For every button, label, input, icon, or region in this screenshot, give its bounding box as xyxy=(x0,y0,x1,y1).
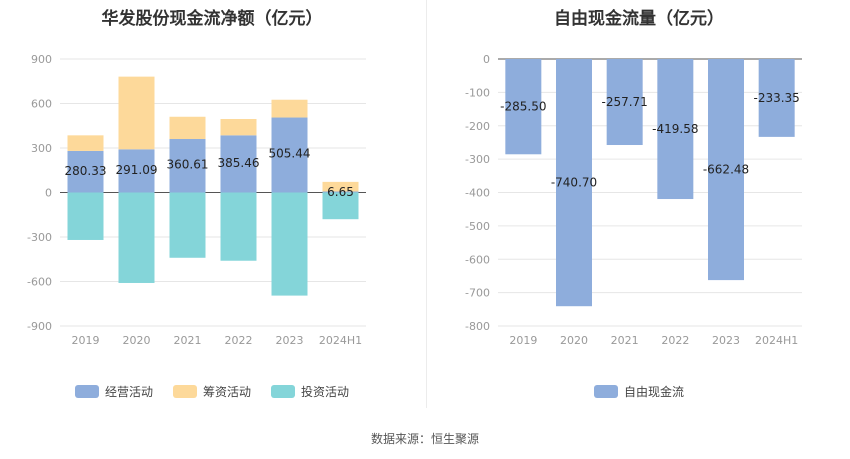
y-tick-label: -800 xyxy=(465,320,490,333)
bar-筹资活动 xyxy=(220,119,257,136)
bar-经营活动 xyxy=(271,117,308,193)
x-tick-label: 2019 xyxy=(72,334,100,347)
bar-经营活动 xyxy=(67,150,104,193)
bar-投资活动 xyxy=(220,192,257,261)
bar-投资活动 xyxy=(271,192,308,296)
x-tick-label: 2024H1 xyxy=(755,334,798,347)
data-label: 280.33 xyxy=(65,164,107,178)
data-label: -233.35 xyxy=(754,91,800,105)
bar-筹资活动 xyxy=(169,116,206,140)
cashflow-chart-panel: 华发股份现金流净额（亿元） 900 600 300 0 -300 -600 -900 2019… xyxy=(0,0,424,410)
free-cashflow-chart-title: 自由现金流量（亿元） xyxy=(554,9,724,29)
x-tick-label: 2019 xyxy=(509,334,537,347)
bar-筹资活动 xyxy=(67,135,104,151)
y-tick-label: -300 xyxy=(465,153,490,166)
bar-经营活动 xyxy=(169,139,206,193)
bar-自由现金流 xyxy=(606,59,643,146)
legend-swatch xyxy=(74,385,99,398)
x-tick-label: 2020 xyxy=(560,334,588,347)
legend-swatch xyxy=(271,385,295,398)
legend-label: 筹资活动 xyxy=(202,385,251,399)
cashflow-chart-legend: 经营活动 筹资活动 投资活动 xyxy=(0,383,424,400)
y-tick-label: 600 xyxy=(31,98,52,111)
y-tick-label: 0 xyxy=(45,187,52,200)
legend-label: 经营活动 xyxy=(104,385,153,399)
bar-经营活动 xyxy=(322,191,359,193)
legend-item[interactable]: 投资活动 xyxy=(271,383,349,400)
free-cashflow-chart-plot: 0 -100 -200 -300 -400 -500 -600 -700 -800 2019 -28… xyxy=(465,53,802,347)
x-tick-label: 2024H1 xyxy=(319,334,362,347)
cashflow-chart-title: 华发股份现金流净额（亿元） xyxy=(101,9,323,29)
legend-item[interactable]: 自由现金流 xyxy=(593,383,684,400)
y-tick-label: -900 xyxy=(27,320,52,333)
bar-投资活动 xyxy=(169,192,206,258)
legend-item[interactable]: 经营活动 xyxy=(74,383,153,400)
bar-自由现金流 xyxy=(708,59,744,281)
y-tick-label: 900 xyxy=(31,53,52,66)
bar-投资活动 xyxy=(67,192,104,240)
data-label: 385.46 xyxy=(218,156,260,170)
x-tick-label: 2022 xyxy=(661,334,689,347)
bar-筹资活动 xyxy=(271,99,308,118)
y-tick-label: 300 xyxy=(31,142,52,155)
y-tick-label: -700 xyxy=(465,287,490,300)
x-tick-label: 2020 xyxy=(123,334,151,347)
bar-筹资活动 xyxy=(118,76,155,150)
bar-自由现金流 xyxy=(556,59,592,307)
x-tick-label: 2021 xyxy=(611,334,639,347)
legend-item[interactable]: 筹资活动 xyxy=(172,383,251,400)
y-tick-label: -300 xyxy=(27,231,52,244)
data-label: -419.58 xyxy=(652,122,698,136)
data-label: 360.61 xyxy=(167,158,209,172)
legend-swatch xyxy=(593,385,618,398)
bar-自由现金流 xyxy=(758,59,795,137)
data-label: -740.70 xyxy=(551,176,597,190)
cashflow-chart-plot: 900 600 300 0 -300 -600 -900 2019 280.33 2020 291.… xyxy=(27,53,366,347)
data-source-note: 数据来源：恒生聚源 xyxy=(370,432,479,446)
bar-经营活动 xyxy=(220,135,257,193)
data-label: 291.09 xyxy=(116,163,158,177)
data-label: 505.44 xyxy=(269,147,311,161)
free-cashflow-chart-legend: 自由现金流 xyxy=(428,383,850,400)
x-tick-label: 2023 xyxy=(276,334,304,347)
free-cashflow-chart-panel: 自由现金流量（亿元） 0 -100 -200 -300 -400 -500 -600 -700… xyxy=(428,0,850,410)
x-tick-label: 2021 xyxy=(174,334,202,347)
x-tick-label: 2022 xyxy=(225,334,253,347)
y-tick-label: -100 xyxy=(465,86,490,99)
legend-label: 自由现金流 xyxy=(623,385,684,399)
data-label: -662.48 xyxy=(703,163,749,177)
legend-label: 投资活动 xyxy=(301,385,350,399)
bar-投资活动 xyxy=(118,192,155,283)
data-label: 6.65 xyxy=(327,185,354,199)
panel-divider xyxy=(426,0,427,408)
y-tick-label: -200 xyxy=(465,120,490,133)
bar-自由现金流 xyxy=(505,59,542,155)
y-tick-label: -500 xyxy=(465,220,490,233)
x-tick-label: 2023 xyxy=(712,334,740,347)
y-tick-label: -600 xyxy=(27,276,52,289)
legend-swatch xyxy=(172,385,197,398)
y-tick-label: -400 xyxy=(465,187,490,200)
bar-自由现金流 xyxy=(657,59,694,200)
bar-筹资活动 xyxy=(322,181,359,192)
y-tick-label: 0 xyxy=(483,53,490,66)
bar-投资活动 xyxy=(322,192,359,220)
data-label: -285.50 xyxy=(500,100,546,114)
y-tick-label: -600 xyxy=(465,253,490,266)
bar-经营活动 xyxy=(118,149,155,193)
data-label: -257.71 xyxy=(602,95,648,109)
